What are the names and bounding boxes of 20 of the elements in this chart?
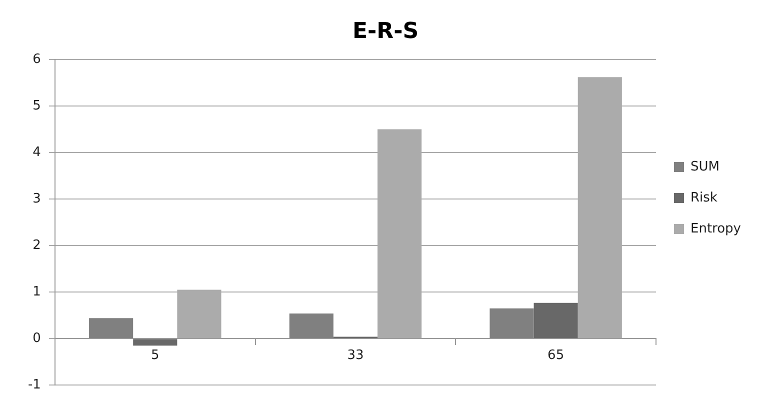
bar (289, 314, 334, 338)
x-tick-label: 33 (347, 348, 364, 363)
bar (534, 302, 578, 338)
y-tick-label: 3 (32, 191, 41, 206)
x-tick-label: 5 (150, 348, 160, 363)
y-tick-label: 4 (32, 144, 41, 160)
y-tick-label: 1 (32, 284, 41, 300)
y-tick-label: -1 (28, 378, 41, 393)
legend-label: SUM (690, 159, 720, 174)
legend-label: Entropy (690, 221, 742, 236)
x-tick-label: 65 (548, 348, 564, 363)
y-tick-label: 6 (32, 52, 41, 67)
chart-title: E-R-S (352, 18, 419, 44)
bar (133, 339, 178, 346)
y-tick-label: 2 (32, 238, 41, 253)
y-tick-label: 0 (32, 331, 41, 346)
y-tick-label: 5 (32, 98, 41, 114)
bar (89, 318, 134, 338)
bar (490, 308, 534, 338)
legend-label: Risk (690, 190, 718, 206)
